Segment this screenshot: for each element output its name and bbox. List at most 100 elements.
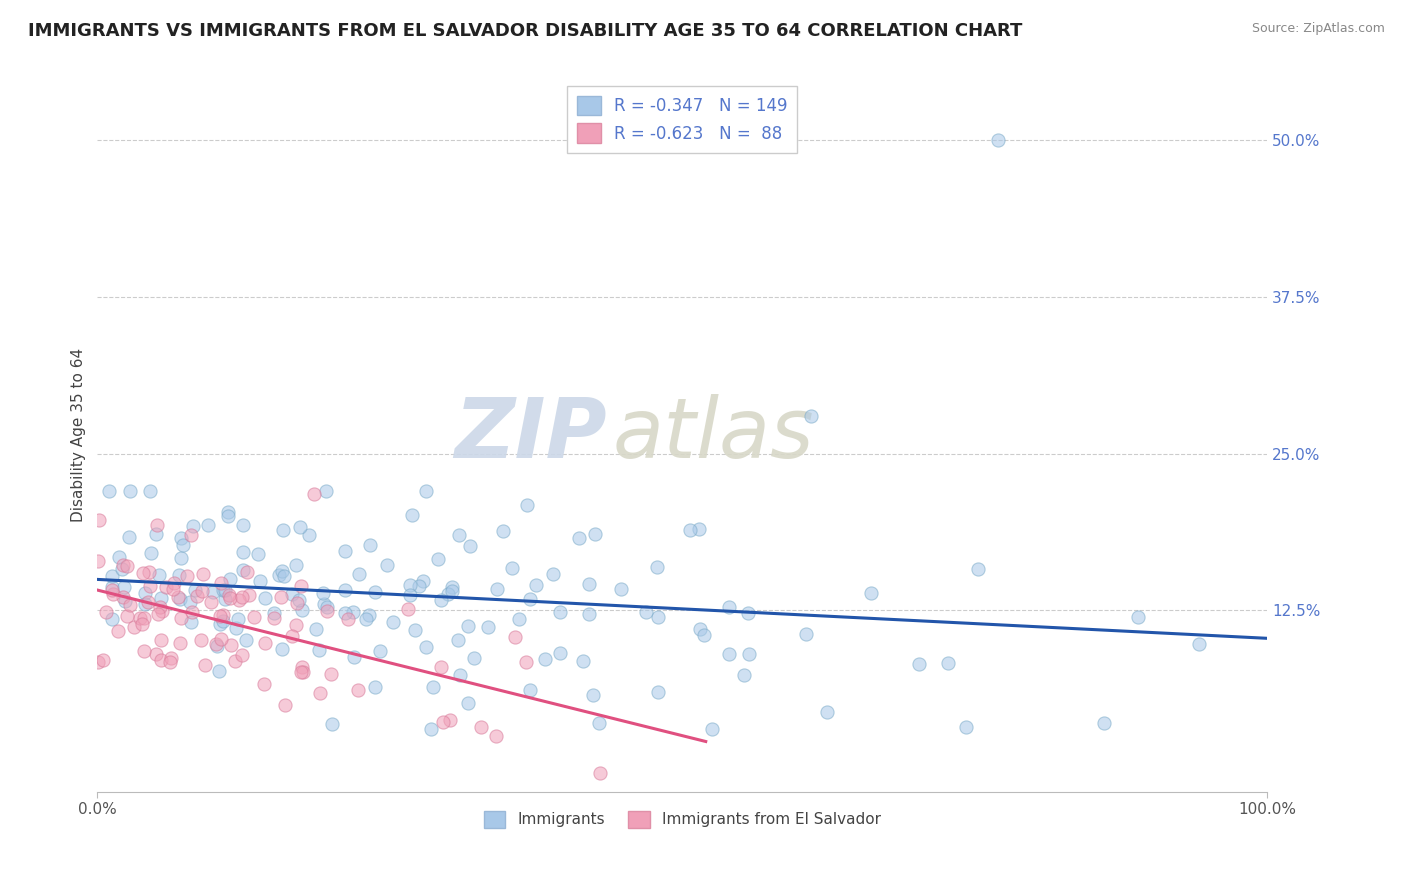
Point (408, 579, 430, 593)
Point (152, 604, 174, 618)
Point (111, 562, 134, 576)
Point (145, 647, 167, 661)
Point (647, 610, 669, 624)
Point (139, 579, 162, 593)
Point (501, 561, 523, 575)
Point (357, 607, 380, 622)
Point (172, 538, 194, 552)
Point (231, 591, 253, 605)
Point (541, 566, 564, 581)
Point (209, 617, 232, 632)
Point (91, 653, 114, 667)
Point (285, 596, 308, 610)
Point (364, 680, 387, 694)
Point (146, 517, 169, 532)
Point (422, 681, 444, 695)
Point (131, 617, 153, 632)
Point (290, 579, 312, 593)
Point (170, 551, 193, 566)
Point (312, 586, 335, 600)
Point (305, 623, 328, 637)
Point (1188, 637, 1211, 651)
Point (118, 484, 141, 499)
Point (269, 568, 291, 582)
Point (688, 522, 710, 536)
Point (114, 594, 136, 608)
Point (138, 565, 160, 579)
Point (312, 597, 335, 611)
Point (737, 647, 759, 661)
Point (179, 594, 201, 608)
Point (134, 597, 156, 611)
Point (155, 580, 177, 594)
Point (308, 643, 330, 657)
Point (186, 589, 208, 603)
Point (211, 608, 233, 623)
Point (398, 578, 420, 592)
Point (291, 603, 314, 617)
Point (134, 586, 156, 600)
Point (702, 723, 724, 737)
Point (167, 568, 190, 582)
Point (470, 720, 492, 734)
Point (180, 605, 202, 619)
Point (263, 611, 285, 625)
Point (343, 649, 366, 664)
Point (193, 567, 215, 582)
Point (204, 637, 226, 651)
Point (212, 583, 235, 598)
Point (396, 602, 419, 616)
Point (149, 632, 172, 647)
Point (955, 720, 977, 734)
Point (571, 654, 593, 668)
Point (368, 644, 391, 658)
Point (190, 632, 212, 647)
Point (136, 594, 159, 608)
Point (191, 584, 214, 599)
Point (492, 524, 515, 538)
Point (194, 657, 217, 672)
Point (87, 655, 110, 669)
Point (180, 615, 202, 629)
Point (87, 513, 110, 527)
Point (101, 569, 124, 583)
Point (207, 639, 229, 653)
Point (271, 523, 294, 537)
Point (87, 554, 110, 568)
Point (232, 544, 254, 558)
Point (181, 519, 204, 533)
Point (228, 593, 250, 607)
Point (430, 660, 453, 674)
Point (263, 607, 285, 621)
Point (146, 607, 169, 622)
Point (578, 577, 600, 591)
Point (381, 615, 404, 629)
Point (253, 636, 276, 650)
Point (120, 599, 142, 613)
Point (298, 528, 321, 542)
Point (859, 586, 882, 600)
Point (321, 717, 343, 731)
Point (138, 484, 160, 499)
Point (100, 580, 122, 594)
Point (160, 650, 183, 665)
Point (548, 605, 571, 619)
Point (401, 508, 423, 523)
Point (315, 600, 337, 615)
Point (737, 606, 759, 620)
Point (209, 576, 232, 591)
Point (236, 566, 259, 580)
Point (420, 723, 443, 737)
Point (404, 624, 426, 638)
Point (214, 582, 236, 597)
Point (335, 606, 357, 620)
Point (184, 582, 207, 597)
Point (201, 585, 224, 599)
Point (224, 654, 246, 668)
Point (800, 409, 823, 423)
Point (519, 682, 541, 697)
Point (908, 657, 931, 671)
Point (111, 590, 134, 604)
Point (610, 582, 633, 596)
Point (232, 517, 254, 532)
